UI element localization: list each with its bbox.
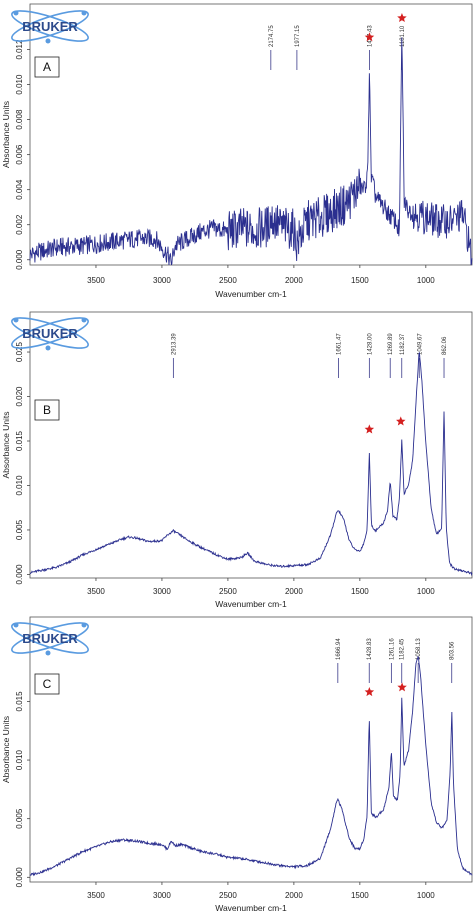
y-tick-label: 0.010 (15, 74, 24, 95)
y-tick-label: 0.000 (15, 564, 24, 585)
peak-label: 1428.83 (367, 638, 373, 660)
x-tick-label: 2000 (285, 891, 303, 900)
panel-label: B (43, 403, 51, 417)
peak-label: 2913.39 (171, 333, 177, 355)
peak-label: 1182.37 (400, 333, 406, 355)
star-marker-icon (364, 32, 375, 42)
x-tick-label: 2000 (285, 276, 303, 285)
x-tick-label: 3500 (87, 587, 105, 596)
spectrum-chart-b: 0.000 0.005 0.010 0.015 0.020 0.025 3500 3000 25… (1, 311, 473, 609)
x-tick-label: 1000 (417, 276, 435, 285)
y-tick-label: 0.008 (15, 109, 24, 130)
y-tick-label: 0.000 (15, 249, 24, 270)
logo-text: BRUKER (22, 19, 78, 34)
spectrum-line (29, 656, 473, 877)
spectrum-chart-c: 0.000 0.005 0.010 0.015 3500 3000 2500 2000 1500… (1, 616, 473, 913)
peak-label: 1666.94 (336, 638, 342, 660)
peak-label: 1181.10 (400, 25, 406, 47)
spectrum-line (29, 352, 473, 577)
x-tick-label: 2000 (285, 587, 303, 596)
x-tick-label: 1500 (351, 891, 369, 900)
x-tick-label: 3000 (153, 587, 171, 596)
x-tick-label: 3000 (153, 891, 171, 900)
spectrum-panel-a: 0.000 0.002 0.004 0.006 0.008 0.010 0.012 3500 3… (0, 0, 474, 305)
y-tick-label: 0.005 (15, 808, 24, 829)
x-tick-label: 3500 (87, 891, 105, 900)
x-tick-label: 2500 (219, 891, 237, 900)
peak-label: 1049.67 (417, 333, 423, 355)
y-tick-label: 0.015 (15, 430, 24, 451)
peak-label: 1428.00 (367, 333, 373, 355)
y-axis-title: Absorbance Units (1, 411, 11, 478)
y-tick-label: 0.002 (15, 214, 24, 235)
bruker-logo: BRUKER (11, 622, 89, 656)
x-tick-label: 2500 (219, 276, 237, 285)
star-marker-icon (397, 13, 407, 23)
plot-frame (29, 3, 473, 266)
panel-label: A (43, 60, 51, 74)
atom-orbit-icon (11, 622, 89, 656)
star-marker-icon (396, 416, 406, 426)
plot-frame (29, 311, 473, 579)
y-tick-label: 0.005 (15, 519, 24, 540)
star-marker-icon (397, 682, 407, 692)
y-tick-label: 0.015 (15, 691, 24, 712)
peak-label: 862.06 (442, 336, 448, 355)
y-tick-label: 0.000 (15, 867, 24, 888)
peak-label: 1261.16 (389, 638, 395, 660)
peak-label: 2174.75 (269, 25, 275, 47)
peak-label: 1058.13 (416, 638, 422, 660)
y-tick-label: 0.025 (15, 341, 24, 362)
atom-orbit-icon (11, 10, 89, 44)
bruker-logo: BRUKER (11, 10, 89, 44)
panel-label: C (43, 677, 52, 691)
spectrum-line (29, 37, 473, 266)
peak-label: 803.56 (450, 641, 456, 660)
star-marker-icon (364, 687, 375, 697)
x-axis-title: Wavenumber cm-1 (215, 289, 287, 299)
logo-text: BRUKER (22, 326, 78, 341)
y-tick-label: 0.012 (15, 39, 24, 60)
x-tick-label: 2500 (219, 587, 237, 596)
x-tick-label: 1500 (351, 276, 369, 285)
bruker-logo: BRUKER (11, 317, 89, 351)
panel-label-box (34, 673, 60, 695)
peak-label: 1661.47 (337, 333, 343, 355)
x-tick-label: 1000 (417, 891, 435, 900)
atom-orbit-icon (11, 317, 89, 351)
peak-label: 1977.15 (295, 25, 301, 47)
y-axis-title: Absorbance Units (1, 716, 11, 783)
peak-label: 1269.89 (388, 333, 394, 355)
peak-label: 1182.45 (400, 638, 406, 660)
y-tick-label: 0.004 (15, 179, 24, 200)
y-tick-label: 0.006 (15, 144, 24, 165)
plot-frame (29, 616, 473, 883)
y-axis-title: Absorbance Units (1, 101, 11, 168)
x-tick-label: 3000 (153, 276, 171, 285)
y-tick-label: 0.020 (15, 386, 24, 407)
spectrum-chart-a: 0.000 0.002 0.004 0.006 0.008 0.010 0.012 3500 3… (1, 3, 473, 299)
star-marker-icon (364, 424, 375, 434)
logo-text: BRUKER (22, 631, 78, 646)
x-axis-title: Wavenumber cm-1 (215, 599, 287, 609)
x-axis-title: Wavenumber cm-1 (215, 903, 287, 913)
x-tick-label: 1000 (417, 587, 435, 596)
panel-label-box (34, 56, 60, 78)
y-tick-label: 0.010 (15, 475, 24, 496)
y-tick-label: 0.010 (15, 749, 24, 770)
x-tick-label: 3500 (87, 276, 105, 285)
spectrum-panel-c: 0.000 0.005 0.010 0.015 3500 3000 2500 2000 1500… (0, 610, 474, 914)
panel-label-box (34, 399, 60, 421)
x-tick-label: 1500 (351, 587, 369, 596)
spectrum-panel-b: 0.000 0.005 0.010 0.015 0.020 0.025 3500 3000 25… (0, 305, 474, 610)
